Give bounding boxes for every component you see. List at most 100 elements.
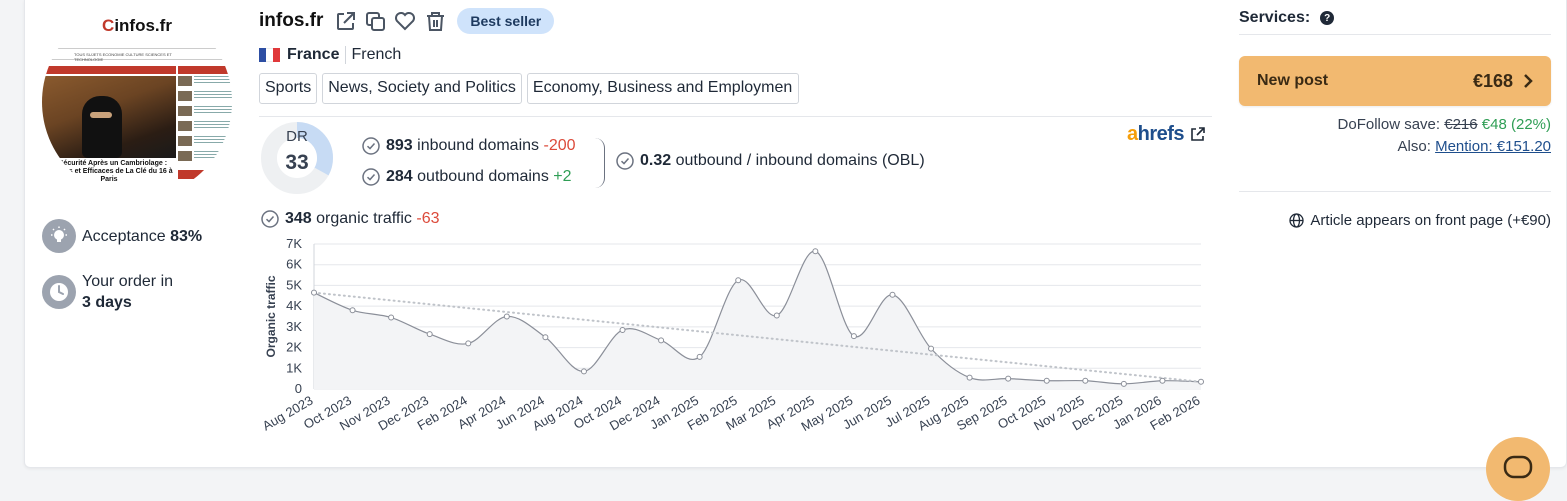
site-name[interactable]: infos.fr: [259, 10, 324, 31]
ahrefs-logo: ahrefs: [1127, 123, 1185, 145]
data-point: [812, 248, 819, 255]
data-point: [619, 326, 626, 333]
services-header: Services: ?: [1239, 9, 1335, 27]
obl-label: outbound / inbound domains (OBL): [675, 152, 925, 169]
dofollow-save: DoFollow save: €216 €48 (22%): [1338, 116, 1551, 133]
country-language-row: France French: [259, 43, 401, 67]
y-tick-label: 4K: [286, 298, 302, 313]
obl-metric: 0.32 outbound / inbound domains (OBL): [616, 152, 925, 170]
y-tick-label: 6K: [286, 257, 302, 272]
new-post-label: New post: [1257, 72, 1329, 89]
check-circle-icon: [362, 168, 380, 186]
data-point: [889, 291, 896, 298]
divider: [1239, 34, 1551, 35]
tag-economy-business[interactable]: Economy, Business and Employmen: [526, 73, 799, 104]
thumbnail-banner: [42, 66, 176, 74]
order-stat: Your order in 3 days: [42, 271, 173, 313]
data-point: [658, 337, 665, 344]
acceptance-value: 83%: [170, 227, 203, 245]
trash-icon[interactable]: [423, 9, 447, 33]
new-post-price: €168: [1472, 70, 1513, 91]
outbound-delta: +2: [553, 168, 572, 185]
outbound-domains-metric: 284 outbound domains +2: [362, 168, 572, 186]
metrics-brace: [595, 138, 605, 188]
dr-label: DR: [286, 128, 308, 145]
thumbnail-photo: [42, 76, 176, 158]
thumbnail-caption: la Sécurité Après un Cambriolage : Rapid…: [45, 160, 173, 183]
site-header: infos.fr Best seller: [259, 8, 555, 34]
thumbnail-nav: TOUS SUJETS ECONOMIE CULTURE SCIENCES ET…: [42, 48, 232, 62]
data-point: [1043, 377, 1050, 384]
data-point: [1159, 377, 1166, 384]
y-tick-label: 3K: [286, 319, 302, 334]
inbound-value: 893: [386, 137, 413, 154]
data-point: [311, 289, 317, 296]
ahrefs-link[interactable]: ahrefs: [1127, 123, 1205, 146]
check-circle-icon: [362, 137, 380, 155]
y-tick-label: 7K: [286, 236, 302, 251]
external-link-icon: [1191, 127, 1205, 141]
front-page-option[interactable]: Article appears on front page (+€90): [1289, 212, 1551, 229]
acceptance-label: Acceptance: [82, 227, 166, 245]
data-point: [1082, 377, 1089, 384]
check-circle-icon: [616, 152, 634, 170]
also-line: Also: Mention: €151.20: [1398, 138, 1551, 155]
traffic-value: 348: [285, 210, 312, 227]
dofollow-old-price: €216: [1444, 116, 1478, 133]
obl-value: 0.32: [640, 152, 672, 169]
series-area: [314, 251, 1201, 389]
site-thumbnail[interactable]: Cinfos.fr TOUS SUJETS ECONOMIE CULTURE S…: [42, 6, 232, 198]
new-post-button[interactable]: New post €168: [1239, 56, 1551, 106]
check-circle-icon: [261, 210, 279, 228]
y-tick-label: 0: [295, 381, 302, 396]
data-point: [580, 368, 587, 375]
services-label: Services:: [1239, 9, 1311, 26]
tag-sports[interactable]: Sports: [259, 73, 318, 104]
order-value: 3 days: [82, 294, 132, 311]
lightbulb-icon: [42, 219, 76, 253]
chevron-right-icon: [1524, 74, 1533, 88]
data-point: [1005, 375, 1012, 382]
data-point: [503, 313, 510, 320]
france-flag-icon: [259, 48, 280, 62]
y-axis-label: Organic traffic: [264, 275, 278, 357]
thumbnail-banner-side: [178, 66, 232, 74]
data-point: [850, 333, 857, 340]
traffic-label: organic traffic: [316, 210, 412, 227]
outbound-label: outbound domains: [417, 168, 549, 185]
data-point: [349, 307, 356, 314]
heart-icon[interactable]: [393, 9, 417, 33]
best-seller-badge: Best seller: [457, 8, 555, 34]
divider: [1239, 191, 1551, 192]
language-label: French: [351, 46, 402, 63]
chat-icon: [1503, 455, 1533, 479]
country-label: France: [287, 46, 347, 64]
data-point: [773, 312, 780, 319]
external-link-icon[interactable]: [333, 9, 357, 33]
data-point: [696, 353, 703, 360]
data-point: [966, 374, 973, 381]
copy-icon[interactable]: [363, 9, 387, 33]
outbound-value: 284: [386, 168, 413, 185]
thumbnail-sidebar: [178, 76, 232, 186]
data-point: [542, 334, 549, 341]
mention-link[interactable]: Mention: €151.20: [1435, 138, 1551, 155]
thumbnail-footer: [178, 170, 232, 179]
tag-news-society-politics[interactable]: News, Society and Politics: [322, 73, 522, 104]
y-tick-label: 1K: [286, 360, 302, 375]
dr-value: 33: [285, 151, 309, 174]
thumbnail-logo: Cinfos.fr: [102, 16, 172, 35]
inbound-domains-metric: 893 inbound domains -200: [362, 137, 576, 155]
data-point: [465, 340, 472, 347]
inbound-delta: -200: [543, 137, 576, 154]
chat-button[interactable]: [1486, 437, 1550, 501]
dofollow-saving: €48 (22%): [1481, 116, 1551, 133]
help-icon[interactable]: ?: [1320, 11, 1335, 25]
data-point: [1198, 378, 1204, 385]
data-point: [388, 314, 395, 321]
data-point: [928, 345, 935, 352]
clock-icon: [42, 275, 76, 309]
y-tick-label: 2K: [286, 340, 302, 355]
domain-rating-gauge: DR 33: [261, 122, 333, 194]
